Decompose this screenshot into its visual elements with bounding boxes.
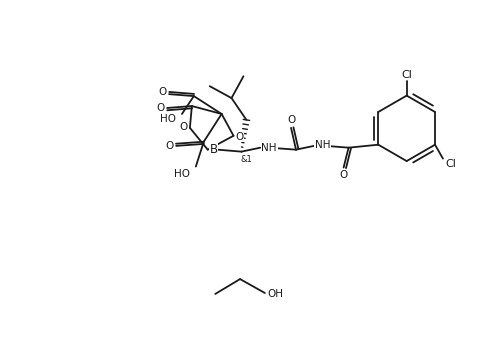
Text: NH: NH [315,140,330,150]
Text: O: O [165,141,173,151]
Text: B: B [210,143,218,156]
Text: HO: HO [174,170,190,179]
Text: &1: &1 [241,155,252,164]
Text: O: O [158,87,166,97]
Text: O: O [287,115,295,125]
Text: Cl: Cl [401,70,412,80]
Text: O: O [180,122,188,132]
Text: Cl: Cl [445,158,456,168]
Text: OH: OH [268,289,284,299]
Text: NH: NH [262,143,277,153]
Text: O: O [235,132,244,142]
Text: HO: HO [160,114,176,124]
Text: O: O [156,103,164,113]
Text: O: O [339,171,348,180]
